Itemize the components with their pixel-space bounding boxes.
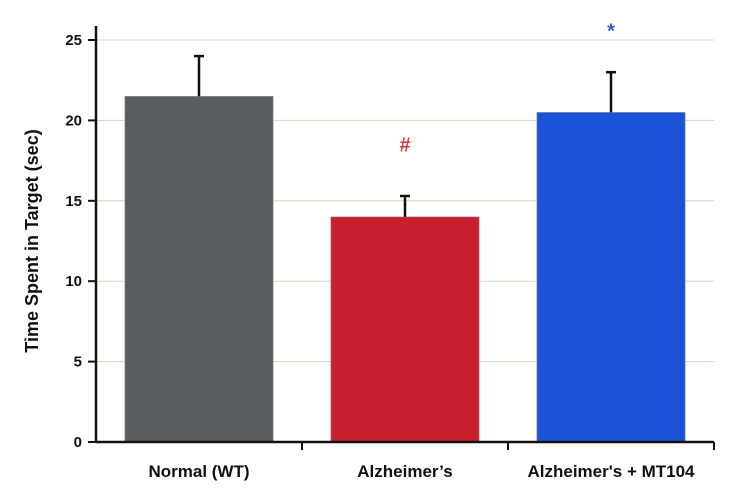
error-bars — [194, 54, 616, 217]
y-tick-label: 15 — [65, 193, 82, 210]
x-category-label: Normal (WT) — [148, 462, 249, 481]
x-ticks: Normal (WT) Alzheimer’s Alzheimer's + MT10… — [148, 442, 715, 481]
x-category-label: Alzheimer’s — [357, 462, 452, 481]
significance-marker: # — [399, 135, 410, 157]
y-tick-label: 5 — [74, 354, 82, 371]
significance-marker: * — [607, 20, 615, 42]
y-tick-label: 25 — [65, 32, 82, 49]
y-tick-label: 0 — [74, 434, 82, 451]
x-category-label: Alzheimer's + MT104 — [527, 462, 695, 481]
y-ticks: 0 5 10 15 20 25 — [65, 32, 96, 451]
y-tick-label: 20 — [65, 112, 82, 129]
y-axis-title: Time Spent in Target (sec) — [22, 129, 42, 352]
axes — [94, 26, 714, 444]
bar — [330, 216, 480, 443]
annotations: #* — [399, 20, 615, 156]
bar — [124, 95, 274, 443]
bar — [536, 112, 686, 443]
y-tick-label: 10 — [65, 273, 82, 290]
bars — [124, 95, 686, 443]
